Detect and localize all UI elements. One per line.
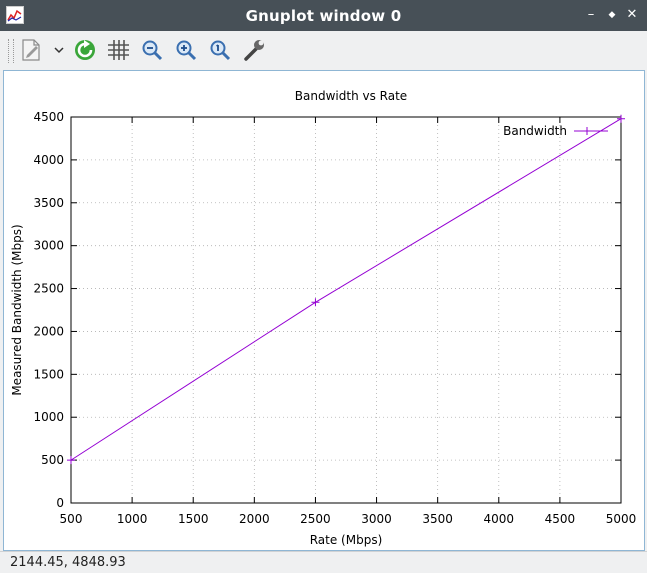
- grid-icon: [108, 40, 129, 60]
- x-tick-label: 500: [60, 512, 83, 526]
- zoom-in-icon: [176, 40, 197, 61]
- y-tick-label: 2500: [33, 282, 64, 296]
- y-tick-label: 4000: [33, 153, 64, 167]
- export-button[interactable]: [18, 37, 44, 63]
- export-menu-button[interactable]: [46, 37, 64, 63]
- toolbar-grip[interactable]: [8, 39, 14, 63]
- plot-area[interactable]: 500 1000 1500 2000 2500 3000 3500 4000 4500 5000 0…: [3, 70, 645, 551]
- restore-button[interactable]: ◆: [608, 10, 616, 20]
- y-tick-label: 0: [56, 496, 64, 510]
- y-tick-label: 1000: [33, 410, 64, 424]
- replot-icon: [75, 40, 95, 60]
- next-zoom-button[interactable]: [173, 37, 199, 63]
- data-point: [311, 298, 320, 307]
- x-tick-label: 1000: [117, 512, 148, 526]
- x-tick-label: 3000: [361, 512, 392, 526]
- toolbar: [0, 31, 647, 69]
- x-axis-label: Rate (Mbps): [310, 533, 383, 547]
- grid-button[interactable]: [105, 37, 131, 63]
- replot-button[interactable]: [72, 37, 98, 63]
- y-tick-label: 1500: [33, 367, 64, 381]
- y-tick-label: 4500: [33, 110, 64, 124]
- data-point: [617, 114, 625, 123]
- title-bar: Gnuplot window 0 – ◆ ✕: [0, 0, 647, 31]
- mouse-coordinates: 2144.45, 4848.93: [10, 555, 126, 570]
- y-tick-label: 500: [41, 453, 64, 467]
- legend-label: Bandwidth: [503, 124, 567, 138]
- chart-title: Bandwidth vs Rate: [295, 89, 407, 103]
- x-tick-label: 2500: [300, 512, 331, 526]
- chart[interactable]: 500 1000 1500 2000 2500 3000 3500 4000 4500 5000 0…: [4, 71, 644, 550]
- plot-border: [70, 116, 622, 504]
- window-title: Gnuplot window 0: [245, 7, 402, 25]
- x-tick-label: 4000: [484, 512, 515, 526]
- zoom-reset-icon: [210, 40, 231, 61]
- wrench-icon: [244, 40, 264, 61]
- export-icon: [22, 39, 40, 61]
- chevron-down-icon: [54, 47, 64, 54]
- y-tick-label: 2000: [33, 324, 64, 338]
- close-button[interactable]: ✕: [626, 7, 638, 22]
- x-tick-label: 5000: [606, 512, 637, 526]
- data-point: [67, 456, 75, 465]
- y-tick-label: 3000: [33, 239, 64, 253]
- y-axis-label: Measured Bandwidth (Mbps): [10, 224, 24, 395]
- gnuplot-app-icon: [6, 6, 24, 24]
- x-tick-label: 3500: [422, 512, 453, 526]
- series-line: [70, 118, 622, 461]
- settings-button[interactable]: [241, 37, 267, 63]
- y-tick-label: 3500: [33, 196, 64, 210]
- minimize-button[interactable]: –: [587, 7, 595, 22]
- zoom-out-icon: [142, 40, 163, 61]
- x-tick-label: 1500: [178, 512, 209, 526]
- x-tick-label: 2000: [239, 512, 270, 526]
- status-bar: 2144.45, 4848.93: [0, 551, 647, 573]
- previous-zoom-button[interactable]: [139, 37, 165, 63]
- x-tick-label: 4500: [545, 512, 576, 526]
- autoscale-button[interactable]: [207, 37, 233, 63]
